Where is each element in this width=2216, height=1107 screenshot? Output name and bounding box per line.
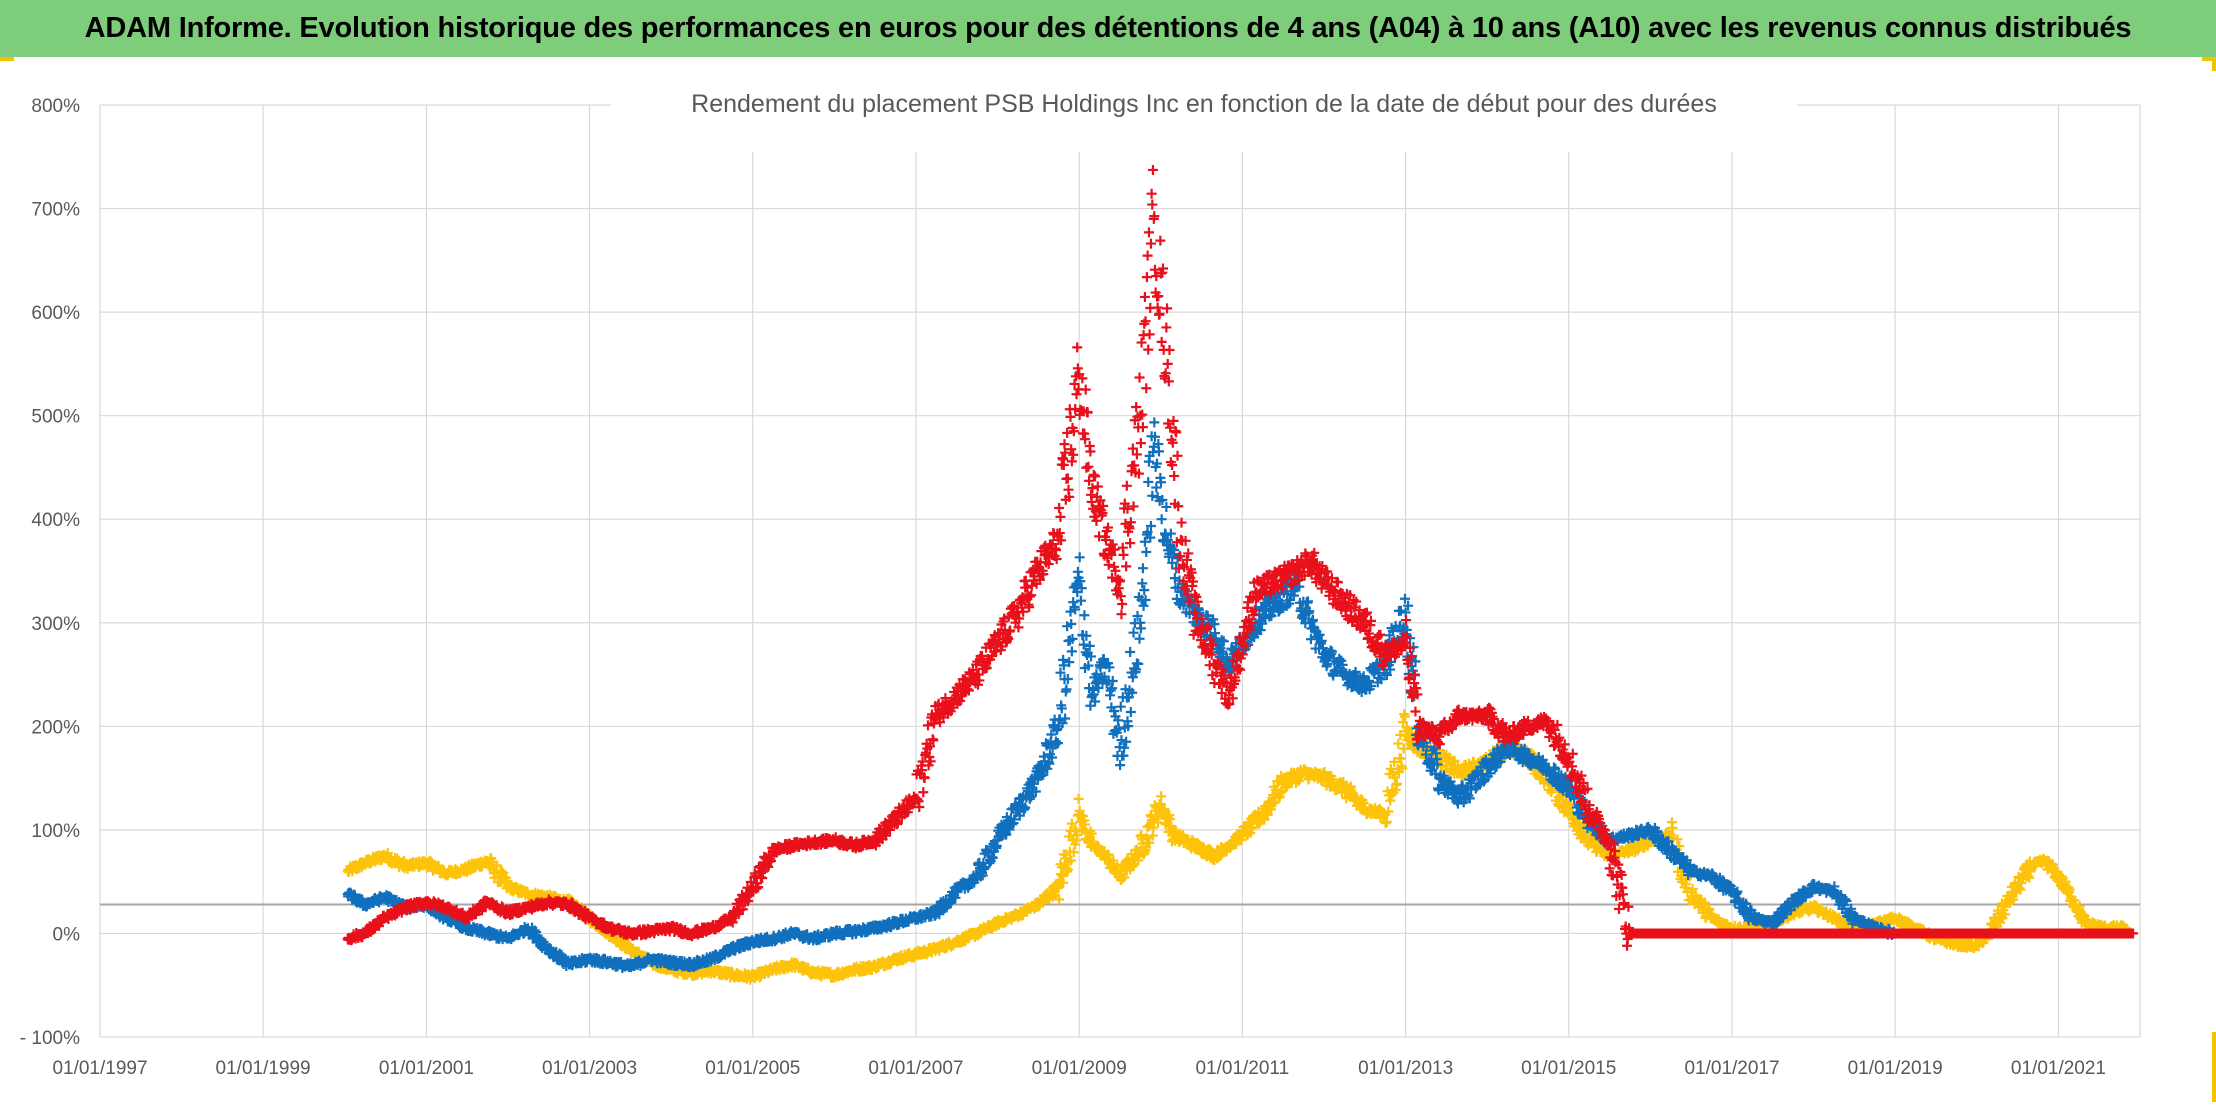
data-marker (1139, 585, 1149, 595)
data-marker (1126, 707, 1136, 717)
data-marker (1143, 477, 1153, 487)
data-marker (1157, 514, 1167, 524)
data-marker (1303, 596, 1313, 606)
data-marker (1076, 596, 1086, 606)
data-marker (1121, 737, 1131, 747)
chart-area: - 100%0%100%200%300%400%500%600%700%800%… (0, 57, 2216, 1102)
data-marker (1392, 779, 1402, 789)
data-marker (1125, 647, 1135, 657)
data-marker (1141, 547, 1151, 557)
data-marker (1075, 552, 1085, 562)
data-marker (1067, 646, 1077, 656)
data-marker (1068, 597, 1078, 607)
data-marker (1079, 610, 1089, 620)
banner-title: ADAM Informe. Evolution historique des p… (85, 12, 2132, 45)
data-marker (1135, 634, 1145, 644)
data-marker (1061, 684, 1071, 694)
series-layer (343, 165, 2138, 985)
data-marker (1393, 739, 1403, 749)
data-marker (1154, 446, 1164, 456)
series-0 (343, 709, 2132, 985)
data-marker (1396, 606, 1406, 616)
data-marker (1156, 791, 1166, 801)
data-marker (1115, 760, 1125, 770)
scatter-chart: - 100%0%100%200%300%400%500%600%700%800%… (0, 57, 2216, 1102)
series-1 (343, 417, 1900, 973)
data-marker (1139, 601, 1149, 611)
data-marker (1149, 417, 1159, 427)
data-marker (1138, 563, 1148, 573)
data-marker (1137, 578, 1147, 588)
report-banner: ADAM Informe. Evolution historique des p… (0, 0, 2216, 57)
data-marker (1074, 794, 1084, 804)
